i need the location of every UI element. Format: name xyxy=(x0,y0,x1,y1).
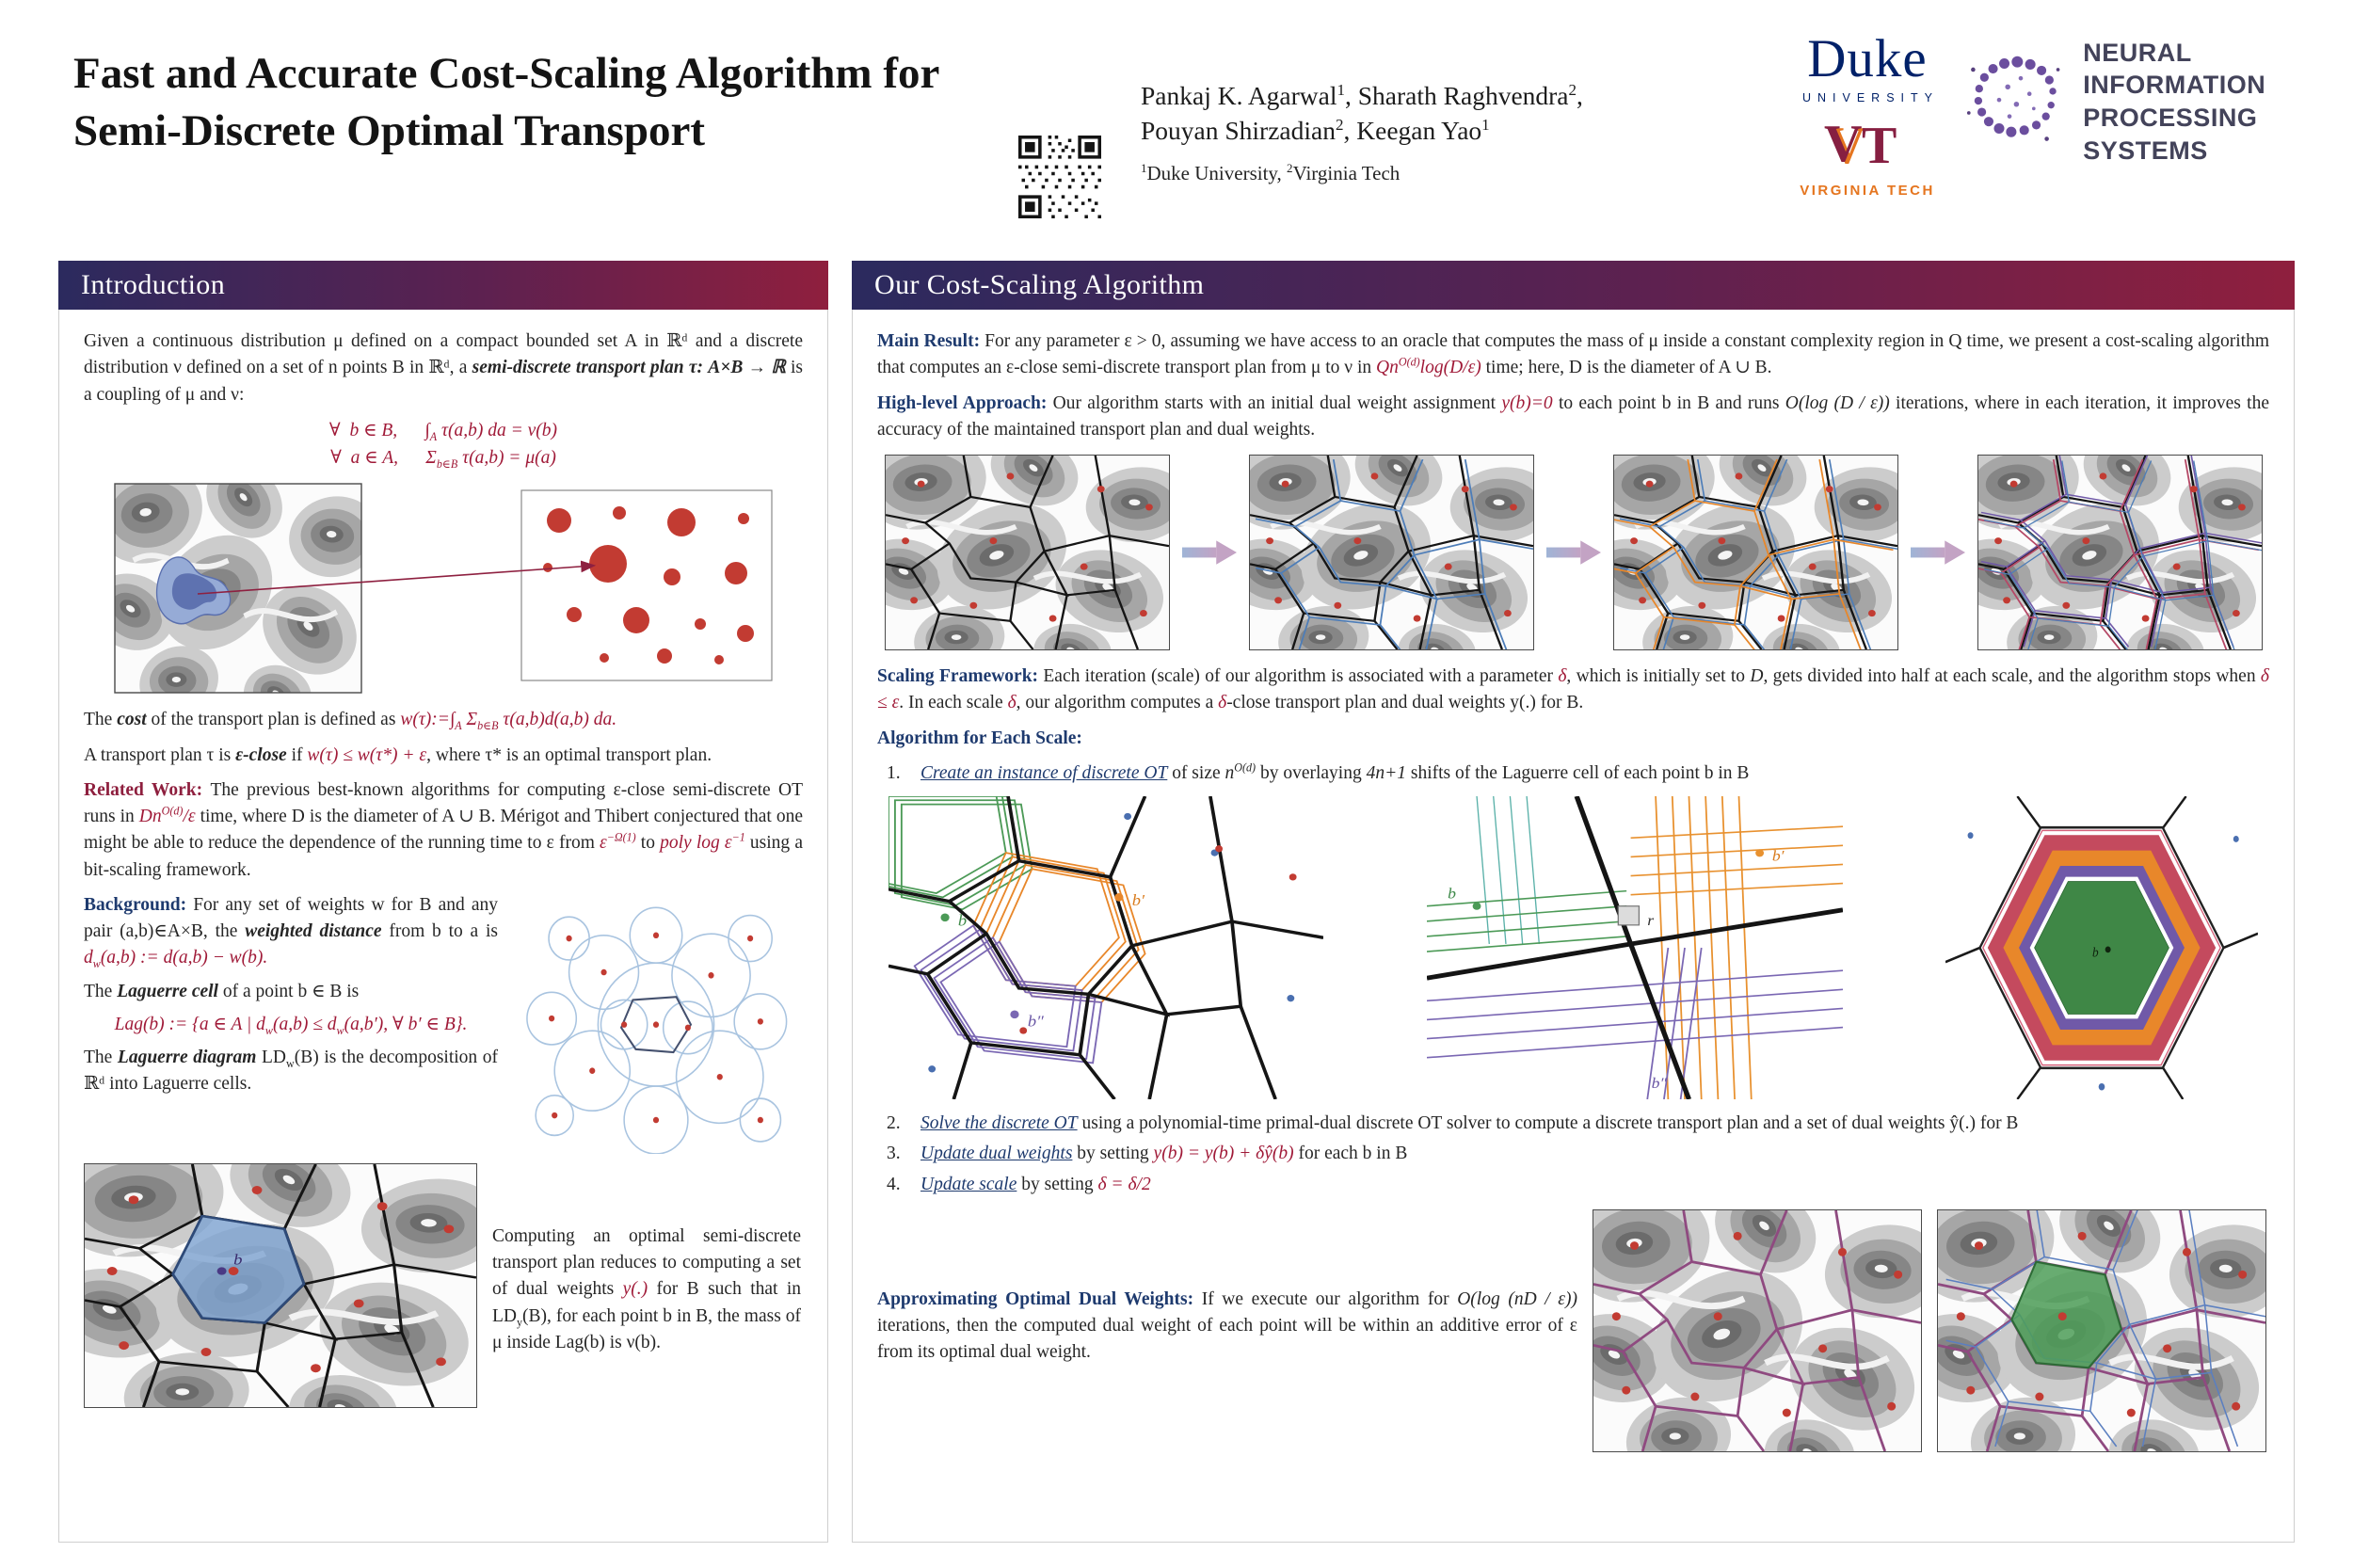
step-number: 1. xyxy=(887,762,901,783)
step-text: Solve the discrete OT using a polynomial… xyxy=(920,1113,2019,1134)
title-line-1: Fast and Accurate Cost-Scaling Algorithm… xyxy=(73,49,940,98)
fig-iteration-2 xyxy=(1248,455,1534,651)
step-number: 4. xyxy=(887,1174,901,1194)
cost-definition: The cost of the transport plan is define… xyxy=(84,710,617,733)
svg-text:V: V xyxy=(1824,116,1862,173)
arrow-right-icon xyxy=(1545,540,1601,565)
step-text: Update scale by setting δ = δ/2 xyxy=(920,1174,1151,1194)
algo-step-3: 3. Update dual weights by setting y(b) =… xyxy=(887,1141,2269,1167)
cell-label-b: b xyxy=(233,1252,243,1268)
scale-figures: b b′ b″ xyxy=(877,796,2269,1100)
affiliations: 1Duke University, 2Virginia Tech xyxy=(1141,160,1401,184)
neurips-wordmark: NEURAL INFORMATION PROCESSING SYSTEMS xyxy=(2083,37,2353,167)
fig-shift-grid-zoom: r b b′ b″ xyxy=(1426,796,1843,1100)
step-number: 2. xyxy=(887,1113,901,1134)
fig-laguerre-shifts: b b′ b″ xyxy=(888,796,1323,1100)
algo-step-2: 2. Solve the discrete OT using a polynom… xyxy=(887,1111,2269,1137)
iteration-figures xyxy=(877,455,2269,651)
neurips-logo: NEURAL INFORMATION PROCESSING SYSTEMS xyxy=(1956,36,2353,168)
author-line-2: Pouyan Shirzadian2, Keegan Yao1 xyxy=(1141,115,1490,145)
dual-weights-caption: Computing an optimal semi-discrete trans… xyxy=(492,1225,801,1352)
introduction-body: Given a continuous distribution μ define… xyxy=(58,310,828,1543)
step-number: 3. xyxy=(887,1144,901,1164)
algo-step-1: 1. Create an instance of discrete OT of … xyxy=(887,760,2269,787)
fig-laguerre-circles xyxy=(511,891,801,1154)
transport-arrow-icon xyxy=(197,560,597,596)
author-line-1: Pankaj K. Agarwal1, Sharath Raghvendra2, xyxy=(1141,80,1583,110)
zoom-label-r: r xyxy=(1647,912,1654,929)
introduction-header: Introduction xyxy=(58,261,828,310)
each-scale-heading: Algorithm for Each Scale: xyxy=(877,728,1082,748)
laguerre-diagram-def: The Laguerre diagram LDw(B) is the decom… xyxy=(84,1048,498,1095)
fig-continuous-to-discrete xyxy=(107,479,779,698)
hexagon-label-b: b xyxy=(2092,945,2099,961)
step-text: Update dual weights by setting y(b) = y(… xyxy=(920,1144,1408,1164)
algo-step-4: 4. Update scale by setting δ = δ/2 xyxy=(887,1172,2269,1198)
laguerre-cell-intro: The Laguerre cell of a point b ∈ B is xyxy=(84,981,360,1001)
fig-dual-weights-1 xyxy=(1593,1208,1922,1452)
authors-block: Pankaj K. Agarwal1, Sharath Raghvendra2,… xyxy=(1141,79,1583,186)
zoom-label-b-double-prime: b″ xyxy=(1651,1075,1667,1092)
fig-laguerre-blue-cell: b xyxy=(84,1162,477,1408)
fig-iteration-1 xyxy=(884,455,1170,651)
fig-iteration-3 xyxy=(1612,455,1898,651)
neurips-swirl-icon xyxy=(1966,56,2060,141)
introduction-title: Introduction xyxy=(81,269,226,300)
algorithm-body: Main Result: For any parameter ε > 0, as… xyxy=(852,310,2295,1543)
arrow-right-icon xyxy=(1181,540,1237,565)
coupling-constraints: ∀ b ∈ B, ∫A τ(a,b) da = ν(b) ∀ a ∈ A, Σb… xyxy=(84,417,803,472)
fig-dual-weights-2 xyxy=(1937,1208,2266,1452)
coupling-constraint-1: ∀ b ∈ B, ∫A τ(a,b) da = ν(b) xyxy=(328,420,558,443)
algorithm-section: Our Cost-Scaling Algorithm Main Result: … xyxy=(852,261,2295,1543)
virginia-tech-label: VIRGINIA TECH xyxy=(1800,183,1935,199)
arrow-right-icon xyxy=(1910,540,1965,565)
high-level-approach: High-level Approach: Our algorithm start… xyxy=(877,392,2269,440)
shift-label-b-double-prime: b″ xyxy=(1028,1012,1045,1030)
qr-code xyxy=(1018,136,1101,218)
neurips-line-1: NEURAL INFORMATION xyxy=(2083,38,2266,100)
discrete-distribution-box xyxy=(520,489,773,681)
vt-monogram-icon: V T V xyxy=(1824,115,1897,175)
laguerre-cell-formula: Lag(b) := {a ∈ A | dw(a,b) ≤ dw(a,b′), ∀… xyxy=(114,1014,468,1037)
step-text: Create an instance of discrete OT of siz… xyxy=(920,760,1750,783)
university-logos: Duke UNIVERSITY V T V VIRGINIA TECH xyxy=(1766,28,1969,199)
scaling-framework: Scaling Framework: Each iteration (scale… xyxy=(877,666,2269,713)
intro-paragraph: Given a continuous distribution μ define… xyxy=(84,331,804,405)
fig-hexagon-rings: b xyxy=(1945,796,2258,1100)
approx-dual-weights: Approximating Optimal Dual Weights: If w… xyxy=(877,1288,1577,1363)
neurips-line-2: PROCESSING SYSTEMS xyxy=(2083,104,2258,165)
zoom-label-b: b xyxy=(1448,886,1456,903)
shift-label-b-prime: b′ xyxy=(1132,891,1145,909)
approx-row: Approximating Optimal Dual Weights: If w… xyxy=(877,1208,2269,1452)
fig-iteration-4 xyxy=(1977,455,2263,651)
eps-close-definition: A transport plan τ is ε-close if w(τ) ≤ … xyxy=(84,744,712,765)
svg-text:V: V xyxy=(1828,117,1865,175)
introduction-section: Introduction Given a continuous distribu… xyxy=(58,261,828,1543)
duke-wordmark: Duke xyxy=(1807,29,1928,88)
shift-label-b: b xyxy=(958,911,967,929)
related-work: Related Work: The previous best-known al… xyxy=(84,779,803,880)
duke-university-label: UNIVERSITY xyxy=(1801,91,1939,104)
poster-title: Fast and Accurate Cost-Scaling Algorithm… xyxy=(73,45,939,160)
zoom-label-b-prime: b′ xyxy=(1771,847,1784,864)
coupling-constraint-2: ∀ a ∈ A, Σb∈B τ(a,b) = μ(a) xyxy=(330,448,556,471)
algorithm-header: Our Cost-Scaling Algorithm xyxy=(852,261,2295,310)
title-line-2: Semi-Discrete Optimal Transport xyxy=(73,106,705,156)
virginia-tech-logo: V T V VIRGINIA TECH xyxy=(1766,104,1969,199)
duke-logo: Duke UNIVERSITY xyxy=(1766,28,1969,104)
svg-text:T: T xyxy=(1862,117,1897,175)
main-result: Main Result: For any parameter ε > 0, as… xyxy=(877,331,2269,378)
background-paragraph: Background: For any set of weights w for… xyxy=(84,894,499,971)
algorithm-title: Our Cost-Scaling Algorithm xyxy=(874,269,1205,300)
